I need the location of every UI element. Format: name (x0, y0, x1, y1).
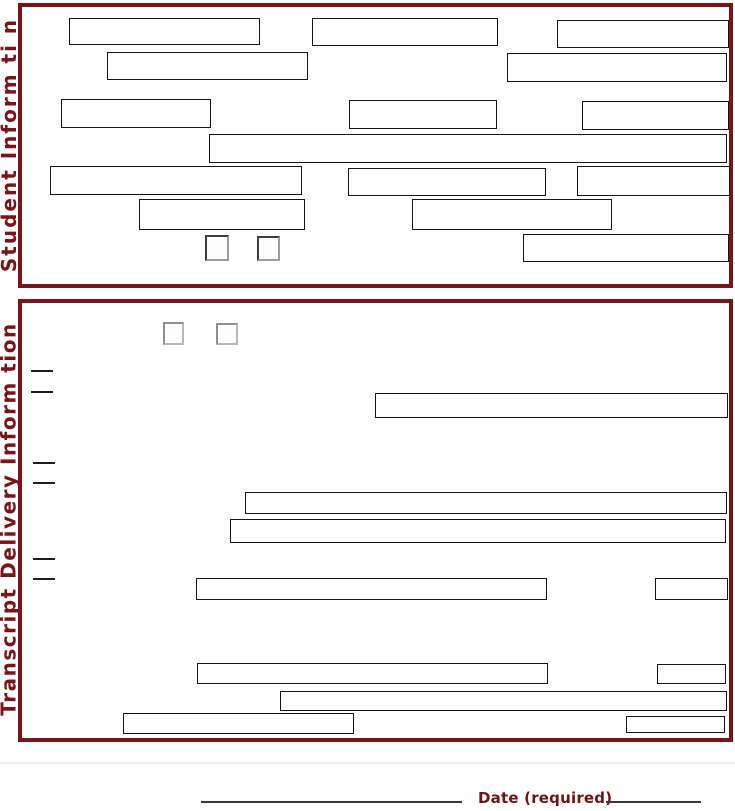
text-field[interactable] (577, 166, 730, 196)
text-field[interactable] (626, 716, 725, 733)
text-field[interactable] (557, 20, 729, 48)
s1-checkbox-1[interactable] (205, 235, 229, 261)
blank-line (33, 462, 55, 464)
text-field[interactable] (375, 393, 728, 418)
s2-checkbox-2[interactable] (216, 323, 238, 345)
text-field[interactable] (61, 99, 211, 128)
text-field[interactable] (349, 100, 497, 129)
text-field[interactable] (507, 53, 727, 82)
text-field[interactable] (69, 18, 260, 45)
page-separator-line (0, 762, 735, 764)
text-field[interactable] (209, 134, 727, 163)
text-field[interactable] (655, 578, 728, 600)
s1-checkbox-2[interactable] (257, 236, 280, 261)
text-field[interactable] (197, 663, 548, 684)
transcript-delivery-panel (18, 299, 733, 742)
text-field[interactable] (523, 234, 729, 262)
blank-line (33, 578, 55, 580)
text-field[interactable] (196, 578, 547, 600)
text-field[interactable] (412, 199, 612, 230)
student-information-panel (18, 3, 733, 288)
date-line (606, 801, 701, 803)
text-field[interactable] (107, 52, 308, 80)
text-field[interactable] (280, 691, 727, 711)
blank-line (33, 558, 55, 560)
blank-line (33, 482, 55, 484)
text-field[interactable] (312, 18, 498, 46)
signature-line (201, 801, 462, 803)
text-field[interactable] (230, 519, 726, 543)
blank-line (31, 370, 53, 372)
date-label: Date (required) (478, 789, 613, 807)
text-field[interactable] (123, 713, 354, 734)
blank-line (31, 391, 53, 393)
text-field[interactable] (50, 166, 302, 195)
text-field[interactable] (582, 101, 729, 130)
text-field[interactable] (657, 664, 726, 684)
s2-checkbox-1[interactable] (163, 322, 184, 345)
text-field[interactable] (348, 168, 546, 196)
text-field[interactable] (139, 199, 305, 230)
text-field[interactable] (245, 492, 727, 514)
